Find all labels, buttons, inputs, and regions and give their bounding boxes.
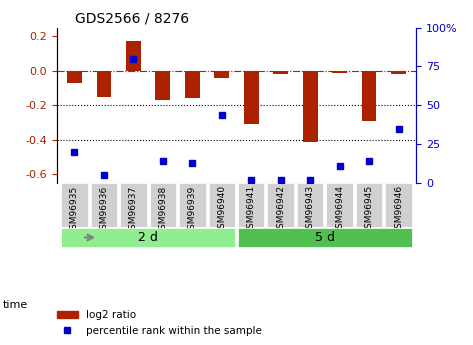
Text: GSM96940: GSM96940 (217, 185, 226, 234)
Text: time: time (2, 300, 27, 310)
Text: 2 d: 2 d (138, 231, 158, 244)
Text: GSM96935: GSM96935 (70, 185, 79, 235)
Text: GSM96944: GSM96944 (335, 185, 344, 234)
FancyBboxPatch shape (61, 183, 88, 227)
Bar (391, 71, 406, 74)
Text: GSM96941: GSM96941 (247, 185, 256, 234)
FancyBboxPatch shape (385, 183, 412, 227)
FancyBboxPatch shape (356, 183, 382, 227)
FancyBboxPatch shape (149, 183, 176, 227)
FancyBboxPatch shape (209, 183, 235, 227)
FancyBboxPatch shape (326, 183, 353, 227)
FancyBboxPatch shape (297, 183, 324, 227)
Bar (96, 71, 111, 97)
Legend: log2 ratio, percentile rank within the sample: log2 ratio, percentile rank within the s… (53, 306, 266, 340)
Text: GSM96942: GSM96942 (276, 185, 285, 234)
Text: GSM96939: GSM96939 (188, 185, 197, 235)
Bar (185, 71, 200, 98)
Text: GSM96943: GSM96943 (306, 185, 315, 234)
Bar (214, 71, 229, 78)
FancyBboxPatch shape (91, 183, 117, 227)
FancyBboxPatch shape (120, 183, 147, 227)
Bar (332, 71, 347, 72)
FancyBboxPatch shape (179, 183, 206, 227)
Bar (156, 71, 170, 100)
Text: GSM96945: GSM96945 (365, 185, 374, 234)
Text: GSM96936: GSM96936 (99, 185, 108, 235)
FancyBboxPatch shape (238, 183, 264, 227)
Bar (362, 71, 377, 121)
FancyBboxPatch shape (238, 228, 412, 247)
Bar (244, 71, 259, 124)
Bar (303, 71, 317, 142)
FancyBboxPatch shape (61, 228, 235, 247)
Bar (67, 71, 82, 83)
Bar (126, 41, 141, 71)
Text: GSM96946: GSM96946 (394, 185, 403, 234)
Text: GSM96938: GSM96938 (158, 185, 167, 235)
FancyBboxPatch shape (267, 183, 294, 227)
Text: GDS2566 / 8276: GDS2566 / 8276 (75, 11, 189, 25)
Text: GSM96937: GSM96937 (129, 185, 138, 235)
Text: 5 d: 5 d (315, 231, 335, 244)
Bar (273, 71, 288, 74)
